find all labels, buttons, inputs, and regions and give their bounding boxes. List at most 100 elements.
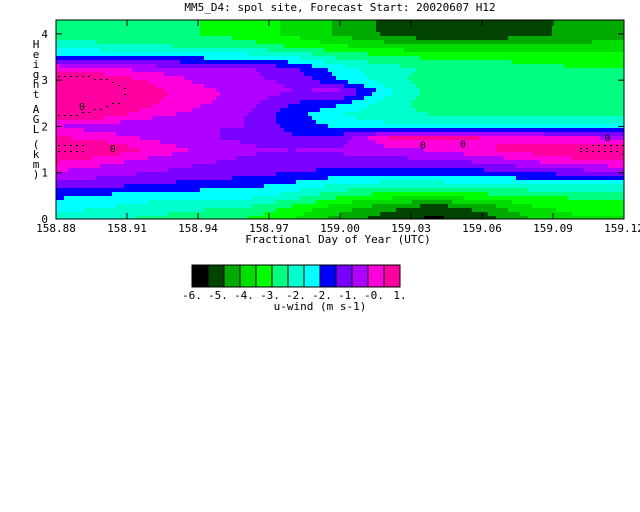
field-cell	[520, 148, 525, 153]
field-cell	[544, 124, 549, 129]
field-cell	[252, 120, 257, 125]
field-cell	[120, 72, 125, 77]
field-cell	[180, 68, 185, 73]
field-cell	[316, 72, 321, 77]
field-cell	[588, 76, 593, 81]
field-cell	[56, 24, 61, 29]
field-cell	[380, 24, 385, 29]
field-cell	[568, 140, 573, 145]
field-cell	[180, 116, 185, 121]
field-cell	[56, 136, 61, 141]
field-cell	[72, 64, 77, 69]
field-cell	[616, 80, 621, 85]
field-cell	[440, 104, 445, 109]
field-cell	[400, 140, 405, 145]
field-cell	[488, 112, 493, 117]
field-cell	[236, 132, 241, 137]
field-cell	[140, 132, 145, 137]
field-cell	[536, 140, 541, 145]
field-cell	[600, 48, 605, 53]
field-cell	[72, 20, 77, 25]
field-cell	[260, 64, 265, 69]
field-cell	[536, 36, 541, 41]
field-cell	[332, 144, 337, 149]
field-cell	[236, 52, 241, 57]
field-cell	[116, 68, 121, 73]
field-cell	[88, 148, 93, 153]
field-cell	[112, 132, 117, 137]
field-cell	[476, 60, 481, 65]
field-cell	[388, 40, 393, 45]
field-cell	[312, 88, 317, 93]
field-cell	[368, 20, 373, 25]
field-cell	[316, 96, 321, 101]
field-cell	[244, 128, 249, 133]
field-cell	[160, 20, 165, 25]
field-cell	[252, 96, 257, 101]
field-cell	[172, 112, 177, 117]
field-cell	[532, 144, 537, 149]
field-cell	[588, 60, 593, 65]
field-cell	[128, 52, 133, 57]
field-cell	[360, 20, 365, 25]
field-cell	[492, 108, 497, 113]
field-cell	[260, 116, 265, 121]
field-cell	[404, 48, 409, 53]
field-cell	[476, 80, 481, 85]
field-cell	[428, 144, 433, 149]
field-cell	[128, 60, 133, 65]
field-cell	[484, 68, 489, 73]
field-cell	[348, 56, 353, 61]
field-cell	[484, 100, 489, 105]
field-cell	[576, 136, 581, 141]
field-cell	[312, 128, 317, 133]
field-cell	[428, 152, 433, 157]
field-cell	[332, 108, 337, 113]
field-cell	[124, 140, 129, 145]
field-cell	[172, 128, 177, 133]
field-cell	[120, 120, 125, 125]
field-cell	[608, 24, 613, 29]
field-cell	[476, 152, 481, 157]
field-cell	[284, 48, 289, 53]
field-cell	[168, 56, 173, 61]
field-cell	[604, 80, 609, 85]
field-cell	[252, 28, 257, 33]
field-cell	[68, 28, 73, 33]
field-cell	[308, 136, 313, 141]
field-cell	[144, 120, 149, 125]
field-cell	[524, 144, 529, 149]
field-cell	[176, 20, 181, 25]
field-cell	[356, 36, 361, 41]
field-cell	[272, 72, 277, 77]
field-cell	[324, 36, 329, 41]
field-cell	[432, 112, 437, 117]
field-cell	[116, 152, 121, 157]
field-cell	[336, 84, 341, 89]
field-cell	[264, 120, 269, 125]
field-cell	[428, 68, 433, 73]
field-cell	[504, 96, 509, 101]
field-cell	[404, 152, 409, 157]
field-cell	[200, 112, 205, 117]
field-cell	[120, 56, 125, 61]
field-cell	[180, 144, 185, 149]
field-cell	[368, 88, 373, 93]
field-cell	[96, 136, 101, 141]
field-cell	[496, 20, 501, 25]
field-cell	[240, 24, 245, 29]
field-cell	[64, 84, 69, 89]
field-cell	[576, 40, 581, 45]
field-cell	[360, 100, 365, 105]
field-cell	[212, 80, 217, 85]
field-cell	[268, 52, 273, 57]
field-cell	[336, 92, 341, 97]
field-cell	[64, 156, 69, 161]
field-cell	[168, 156, 173, 161]
field-cell	[360, 136, 365, 141]
field-cell	[384, 152, 389, 157]
field-cell	[508, 104, 513, 109]
field-cell	[544, 144, 549, 149]
field-cell	[412, 136, 417, 141]
field-cell	[364, 144, 369, 149]
